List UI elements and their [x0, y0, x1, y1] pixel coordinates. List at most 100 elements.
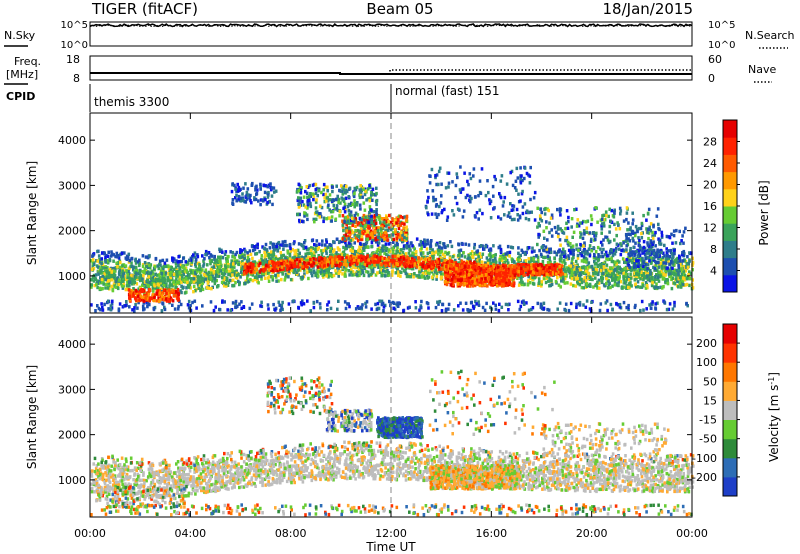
power-echo-cell — [128, 280, 132, 284]
power-echo-cell — [264, 260, 267, 264]
power-echo-cell — [625, 284, 628, 288]
power-echo-cell — [218, 249, 222, 253]
power-echo-cell — [297, 242, 301, 246]
power-echo-cell — [686, 255, 689, 259]
power-echo-cell — [337, 299, 340, 303]
power-echo-cell — [168, 272, 172, 276]
power-echo-cell — [248, 249, 252, 253]
power-echo-cell — [567, 308, 571, 313]
power-echo-cell — [353, 253, 356, 257]
power-echo-cell — [574, 277, 578, 281]
power-echo-cell — [409, 260, 412, 264]
power-echo-cell — [542, 276, 546, 281]
power-echo-cell — [381, 258, 384, 263]
power-echo-cell — [383, 251, 386, 256]
power-echo-cell — [321, 243, 324, 247]
power-echo-cell — [229, 273, 233, 278]
power-echo-cell — [520, 274, 523, 278]
power-echo-cell — [518, 281, 522, 285]
power-echo-cell — [281, 240, 285, 244]
power-echo-cell — [569, 301, 573, 306]
power-echo-cell — [585, 299, 589, 303]
power-echo-cell — [611, 277, 614, 282]
power-echo-cell — [600, 275, 603, 280]
power-echo-cell — [100, 257, 104, 261]
power-echo-cell — [351, 270, 355, 274]
power-echo-cell — [340, 239, 343, 244]
power-echo-cell — [657, 256, 660, 261]
power-echo-cell — [296, 265, 300, 269]
power-echo-cell — [154, 277, 158, 282]
power-echo-cell — [143, 280, 147, 284]
power-echo-cell — [90, 278, 93, 282]
power-echo-cell — [659, 261, 662, 265]
power-echo-cell — [164, 264, 168, 269]
power-echo-cell — [121, 286, 125, 290]
power-echo-cell — [359, 262, 362, 266]
power-echo-cell — [314, 249, 318, 254]
power-echo-cell — [335, 260, 339, 264]
power-echo-cell — [159, 283, 163, 287]
power-echo-cell — [652, 251, 656, 255]
power-echo-cell — [130, 261, 133, 265]
power-echo-cell — [408, 264, 411, 269]
power-echo-cell — [399, 255, 403, 260]
power-echo-cell — [565, 266, 569, 270]
power-echo-cell — [441, 267, 445, 272]
power-echo-cell — [178, 267, 181, 271]
power-echo-cell — [362, 242, 366, 247]
power-echo-cell — [206, 281, 210, 285]
power-echo-cell — [312, 257, 315, 261]
power-echo-cell — [506, 253, 509, 257]
power-echo-cell — [336, 307, 339, 311]
power-echo-cell — [688, 277, 692, 281]
power-echo-cell — [171, 256, 174, 260]
power-echo-cell — [541, 260, 545, 264]
power-echo-cell — [263, 255, 267, 260]
power-echo-cell — [667, 259, 670, 264]
power-echo-cell — [617, 260, 621, 264]
power-echo-cell — [320, 257, 323, 261]
power-echo-cell — [246, 276, 249, 281]
power-echo-cell — [426, 238, 429, 243]
power-echo-cell — [293, 264, 297, 268]
power-echo-cell — [104, 265, 108, 269]
power-echo-cell — [219, 261, 222, 265]
power-echo-cell — [649, 306, 653, 310]
power-echo-cell — [432, 273, 435, 277]
power-echo-cell — [98, 257, 101, 262]
power-echo-cell — [621, 268, 624, 272]
power-echo-cell — [357, 248, 360, 253]
power-echo-cell — [285, 268, 289, 272]
power-echo-cell — [187, 276, 191, 280]
power-echo-cell — [149, 263, 153, 267]
power-echo-cell — [683, 258, 686, 262]
power-echo-cell — [135, 272, 138, 277]
power-echo-cell — [226, 308, 229, 312]
power-echo-cell — [381, 244, 385, 248]
power-echo-cell — [439, 250, 442, 255]
power-echo-cell — [293, 267, 297, 271]
power-echo-cell — [629, 280, 632, 284]
power-echo-cell — [142, 271, 146, 275]
power-echo-cell — [161, 258, 165, 263]
power-echo-cell — [193, 275, 197, 279]
power-echo-cell — [646, 285, 649, 290]
power-echo-cell — [544, 280, 548, 285]
power-echo-cell — [638, 268, 642, 272]
power-echo-cell — [90, 267, 94, 271]
power-echo-cell — [636, 280, 640, 284]
power-echo-cell — [312, 265, 315, 269]
power-echo-cell — [121, 305, 125, 309]
power-echo-cell — [667, 269, 670, 273]
power-echo-cell — [412, 256, 416, 260]
power-echo-cell — [214, 305, 217, 309]
power-echo-cell — [597, 278, 601, 282]
power-echo-cell — [326, 303, 329, 307]
power-echo-cell — [165, 291, 168, 296]
power-echo-cell — [302, 246, 306, 251]
power-echo-cell — [249, 261, 253, 266]
power-echo-cell — [351, 249, 354, 253]
power-echo-cell — [231, 273, 234, 277]
power-echo-cell — [642, 284, 645, 288]
